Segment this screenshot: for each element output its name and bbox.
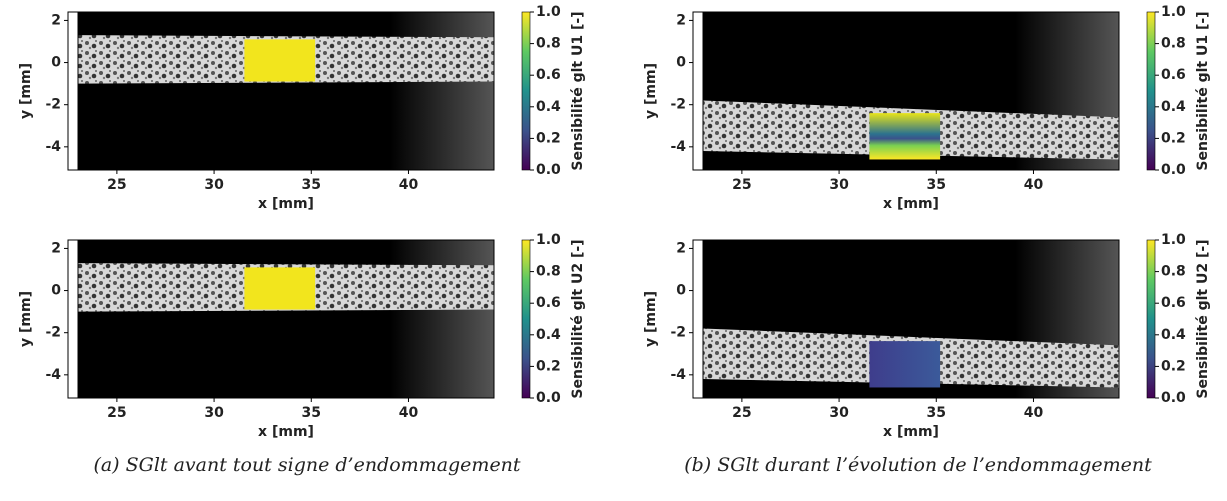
- image-blank: [692, 11, 704, 171]
- image-blank: [692, 239, 704, 399]
- x-tick-label: 35: [927, 405, 946, 421]
- colorbar-label: Sensibilité glt U2 [-]: [570, 239, 586, 398]
- colorbar-tick-label: 0.6: [536, 295, 561, 311]
- y-tick-label: -4: [45, 367, 61, 383]
- colorbar-tick-label: 0.2: [536, 130, 561, 146]
- colorbar-tick-label: 0.0: [536, 162, 561, 178]
- colorbar-tick-label: 0.8: [536, 264, 561, 280]
- x-tick-label: 30: [829, 177, 849, 193]
- y-axis-label: y [mm]: [18, 291, 34, 347]
- colorbar-tick-label: 1.0: [1161, 4, 1186, 20]
- colorbar-tick-label: 0.6: [536, 67, 561, 83]
- colorbar-label: Sensibilité glt U1 [-]: [570, 11, 586, 170]
- image-blank: [67, 11, 79, 171]
- colorbar-tick-label: 0.4: [536, 99, 561, 115]
- x-tick-label: 30: [204, 405, 224, 421]
- x-tick-label: 30: [204, 177, 224, 193]
- y-tick-label: -2: [670, 97, 686, 113]
- plot-frame: [77, 11, 495, 171]
- y-tick-label: 0: [51, 283, 61, 299]
- colorbar: [521, 239, 531, 399]
- y-tick-label: -2: [45, 325, 61, 341]
- y-tick-label: 0: [676, 283, 686, 299]
- colorbar-tick-label: 0.2: [1161, 130, 1186, 146]
- colorbar-tick-label: 0.8: [1161, 36, 1186, 52]
- x-tick-label: 40: [1024, 177, 1044, 193]
- sensitivity-field: [869, 341, 941, 388]
- x-axis-label: x [mm]: [883, 196, 939, 212]
- colorbar-tick-label: 1.0: [536, 4, 561, 20]
- colorbar-tick-label: 0.2: [536, 358, 561, 374]
- colorbar-tick-label: 1.0: [536, 232, 561, 248]
- colorbar-tick-label: 0.0: [1161, 390, 1186, 406]
- colorbar-label: Sensibilité glt U2 [-]: [1195, 239, 1211, 398]
- x-axis-label: x [mm]: [258, 196, 314, 212]
- colorbar-tick-label: 0.4: [1161, 327, 1186, 343]
- colorbar-tick-label: 0.0: [536, 390, 561, 406]
- plot-frame: [702, 239, 1120, 399]
- x-tick-label: 25: [107, 405, 126, 421]
- caption: (b) SGlt durant l’évolution de l’endomma…: [684, 454, 1152, 476]
- sensitivity-field: [244, 267, 316, 310]
- y-tick-label: -4: [670, 367, 686, 383]
- y-tick-label: 0: [51, 55, 61, 71]
- y-tick-label: 2: [676, 240, 686, 256]
- colorbar-tick-label: 0.6: [1161, 295, 1186, 311]
- y-axis-label: y [mm]: [643, 291, 659, 347]
- y-tick-label: -2: [45, 97, 61, 113]
- x-axis-label: x [mm]: [883, 424, 939, 440]
- plot-frame: [77, 239, 495, 399]
- x-tick-label: 40: [399, 177, 419, 193]
- plot-frame: [702, 11, 1120, 171]
- y-tick-label: 2: [51, 12, 61, 28]
- colorbar-tick-label: 1.0: [1161, 232, 1186, 248]
- y-tick-label: -2: [670, 325, 686, 341]
- x-tick-label: 40: [1024, 405, 1044, 421]
- x-tick-label: 30: [829, 405, 849, 421]
- x-axis-label: x [mm]: [258, 424, 314, 440]
- colorbar-tick-label: 0.4: [1161, 99, 1186, 115]
- x-tick-label: 35: [927, 177, 946, 193]
- caption: (a) SGlt avant tout signe d’endommagemen…: [93, 454, 520, 476]
- x-tick-label: 35: [302, 177, 321, 193]
- y-tick-label: 2: [676, 12, 686, 28]
- x-tick-label: 25: [107, 177, 126, 193]
- colorbar-tick-label: 0.8: [1161, 264, 1186, 280]
- image-blank: [67, 239, 79, 399]
- colorbar-tick-label: 0.6: [1161, 67, 1186, 83]
- colorbar: [1146, 239, 1156, 399]
- y-tick-label: -4: [45, 139, 61, 155]
- y-axis-label: y [mm]: [643, 63, 659, 119]
- x-tick-label: 40: [399, 405, 419, 421]
- colorbar-tick-label: 0.8: [536, 36, 561, 52]
- colorbar-tick-label: 0.4: [536, 327, 561, 343]
- colorbar-label: Sensibilité glt U1 [-]: [1195, 11, 1211, 170]
- sensitivity-field: [244, 39, 316, 82]
- colorbar-tick-label: 0.0: [1161, 162, 1186, 178]
- y-tick-label: 0: [676, 55, 686, 71]
- sensitivity-field: [869, 113, 941, 160]
- y-tick-label: -4: [670, 139, 686, 155]
- x-tick-label: 35: [302, 405, 321, 421]
- x-tick-label: 25: [732, 177, 751, 193]
- colorbar: [521, 11, 531, 171]
- colorbar: [1146, 11, 1156, 171]
- colorbar-tick-label: 0.2: [1161, 358, 1186, 374]
- y-tick-label: 2: [51, 240, 61, 256]
- y-axis-label: y [mm]: [18, 63, 34, 119]
- x-tick-label: 25: [732, 405, 751, 421]
